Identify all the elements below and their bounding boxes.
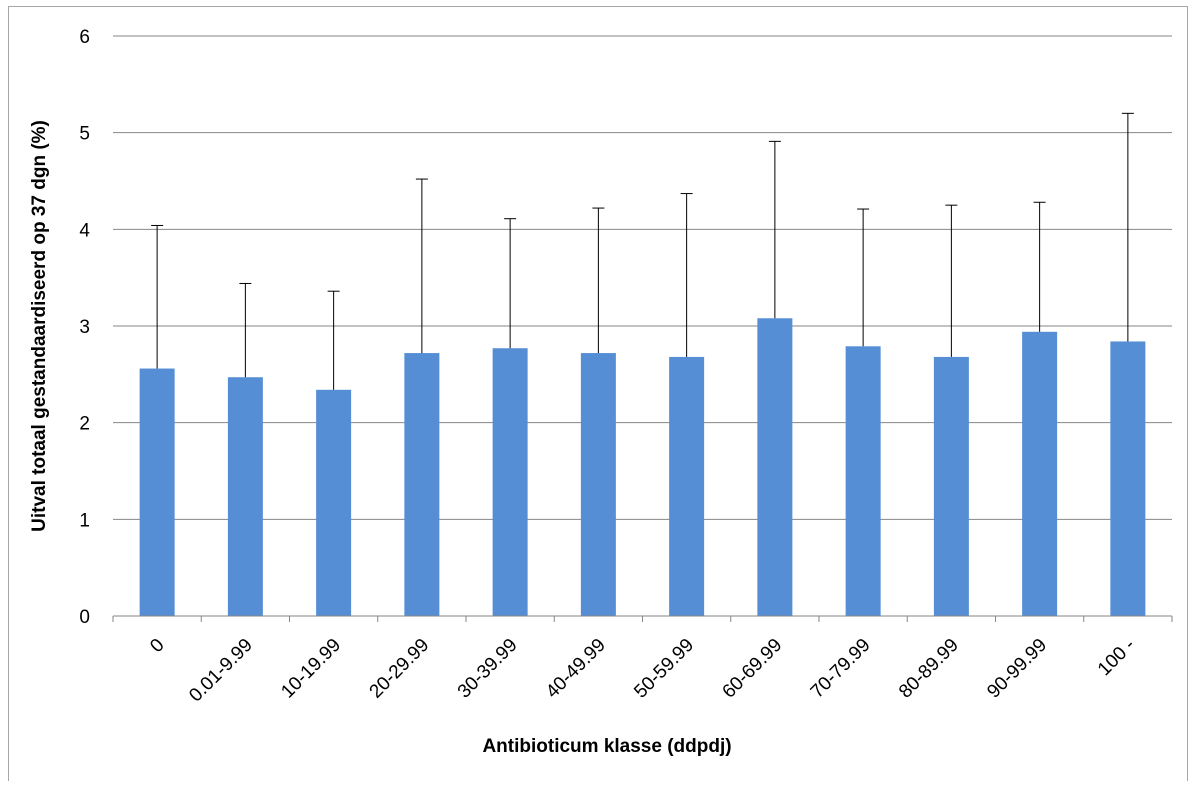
chart-frame <box>8 6 1188 781</box>
x-tick-label: 10-19.99 <box>277 635 345 703</box>
bar <box>933 356 969 616</box>
x-tick-label: 50-59.99 <box>630 635 698 703</box>
bar <box>404 353 440 616</box>
y-tick-labels: 0 1 2 3 4 5 6 <box>79 27 90 628</box>
bar <box>227 377 263 616</box>
y-tick-label: 5 <box>79 124 90 145</box>
bar <box>492 348 528 616</box>
gridlines <box>112 35 1173 622</box>
x-tick-label: 80-89.99 <box>895 635 963 703</box>
x-tick-label: 0.01-9.99 <box>185 635 257 707</box>
bar <box>580 353 616 616</box>
y-axis-title: Uitval totaal gestandaardiseerd op 37 dg… <box>29 120 50 532</box>
x-tick-labels: 0 0.01-9.99 10-19.99 20-29.99 30-39.99 40-49.… <box>146 635 1139 707</box>
bar <box>669 356 705 616</box>
x-tick-label: 70-79.99 <box>807 635 875 703</box>
x-tick-label: 100 - <box>1094 635 1139 680</box>
y-tick-label: 4 <box>79 220 90 241</box>
bar <box>316 389 352 616</box>
bar <box>757 318 793 616</box>
error-bars <box>151 112 1134 390</box>
x-tick-label: 30-39.99 <box>454 635 522 703</box>
x-tick-label: 90-99.99 <box>983 635 1051 703</box>
x-tick-label: 60-69.99 <box>719 635 787 703</box>
y-tick-label: 3 <box>79 317 90 338</box>
y-tick-label: 6 <box>79 27 90 48</box>
bar <box>1022 331 1058 616</box>
y-tick-label: 0 <box>79 607 90 628</box>
y-tick-label: 1 <box>79 510 90 531</box>
bars <box>139 318 1146 616</box>
bar <box>139 368 175 616</box>
bar <box>1110 341 1146 616</box>
bar <box>845 346 881 616</box>
x-tick-label: 20-29.99 <box>366 635 434 703</box>
y-tick-label: 2 <box>79 414 90 435</box>
x-axis-title: Antibioticum klasse (ddpdj) <box>482 736 731 757</box>
x-tick-label: 40-49.99 <box>542 635 610 703</box>
x-tick-label: 0 <box>146 635 168 657</box>
